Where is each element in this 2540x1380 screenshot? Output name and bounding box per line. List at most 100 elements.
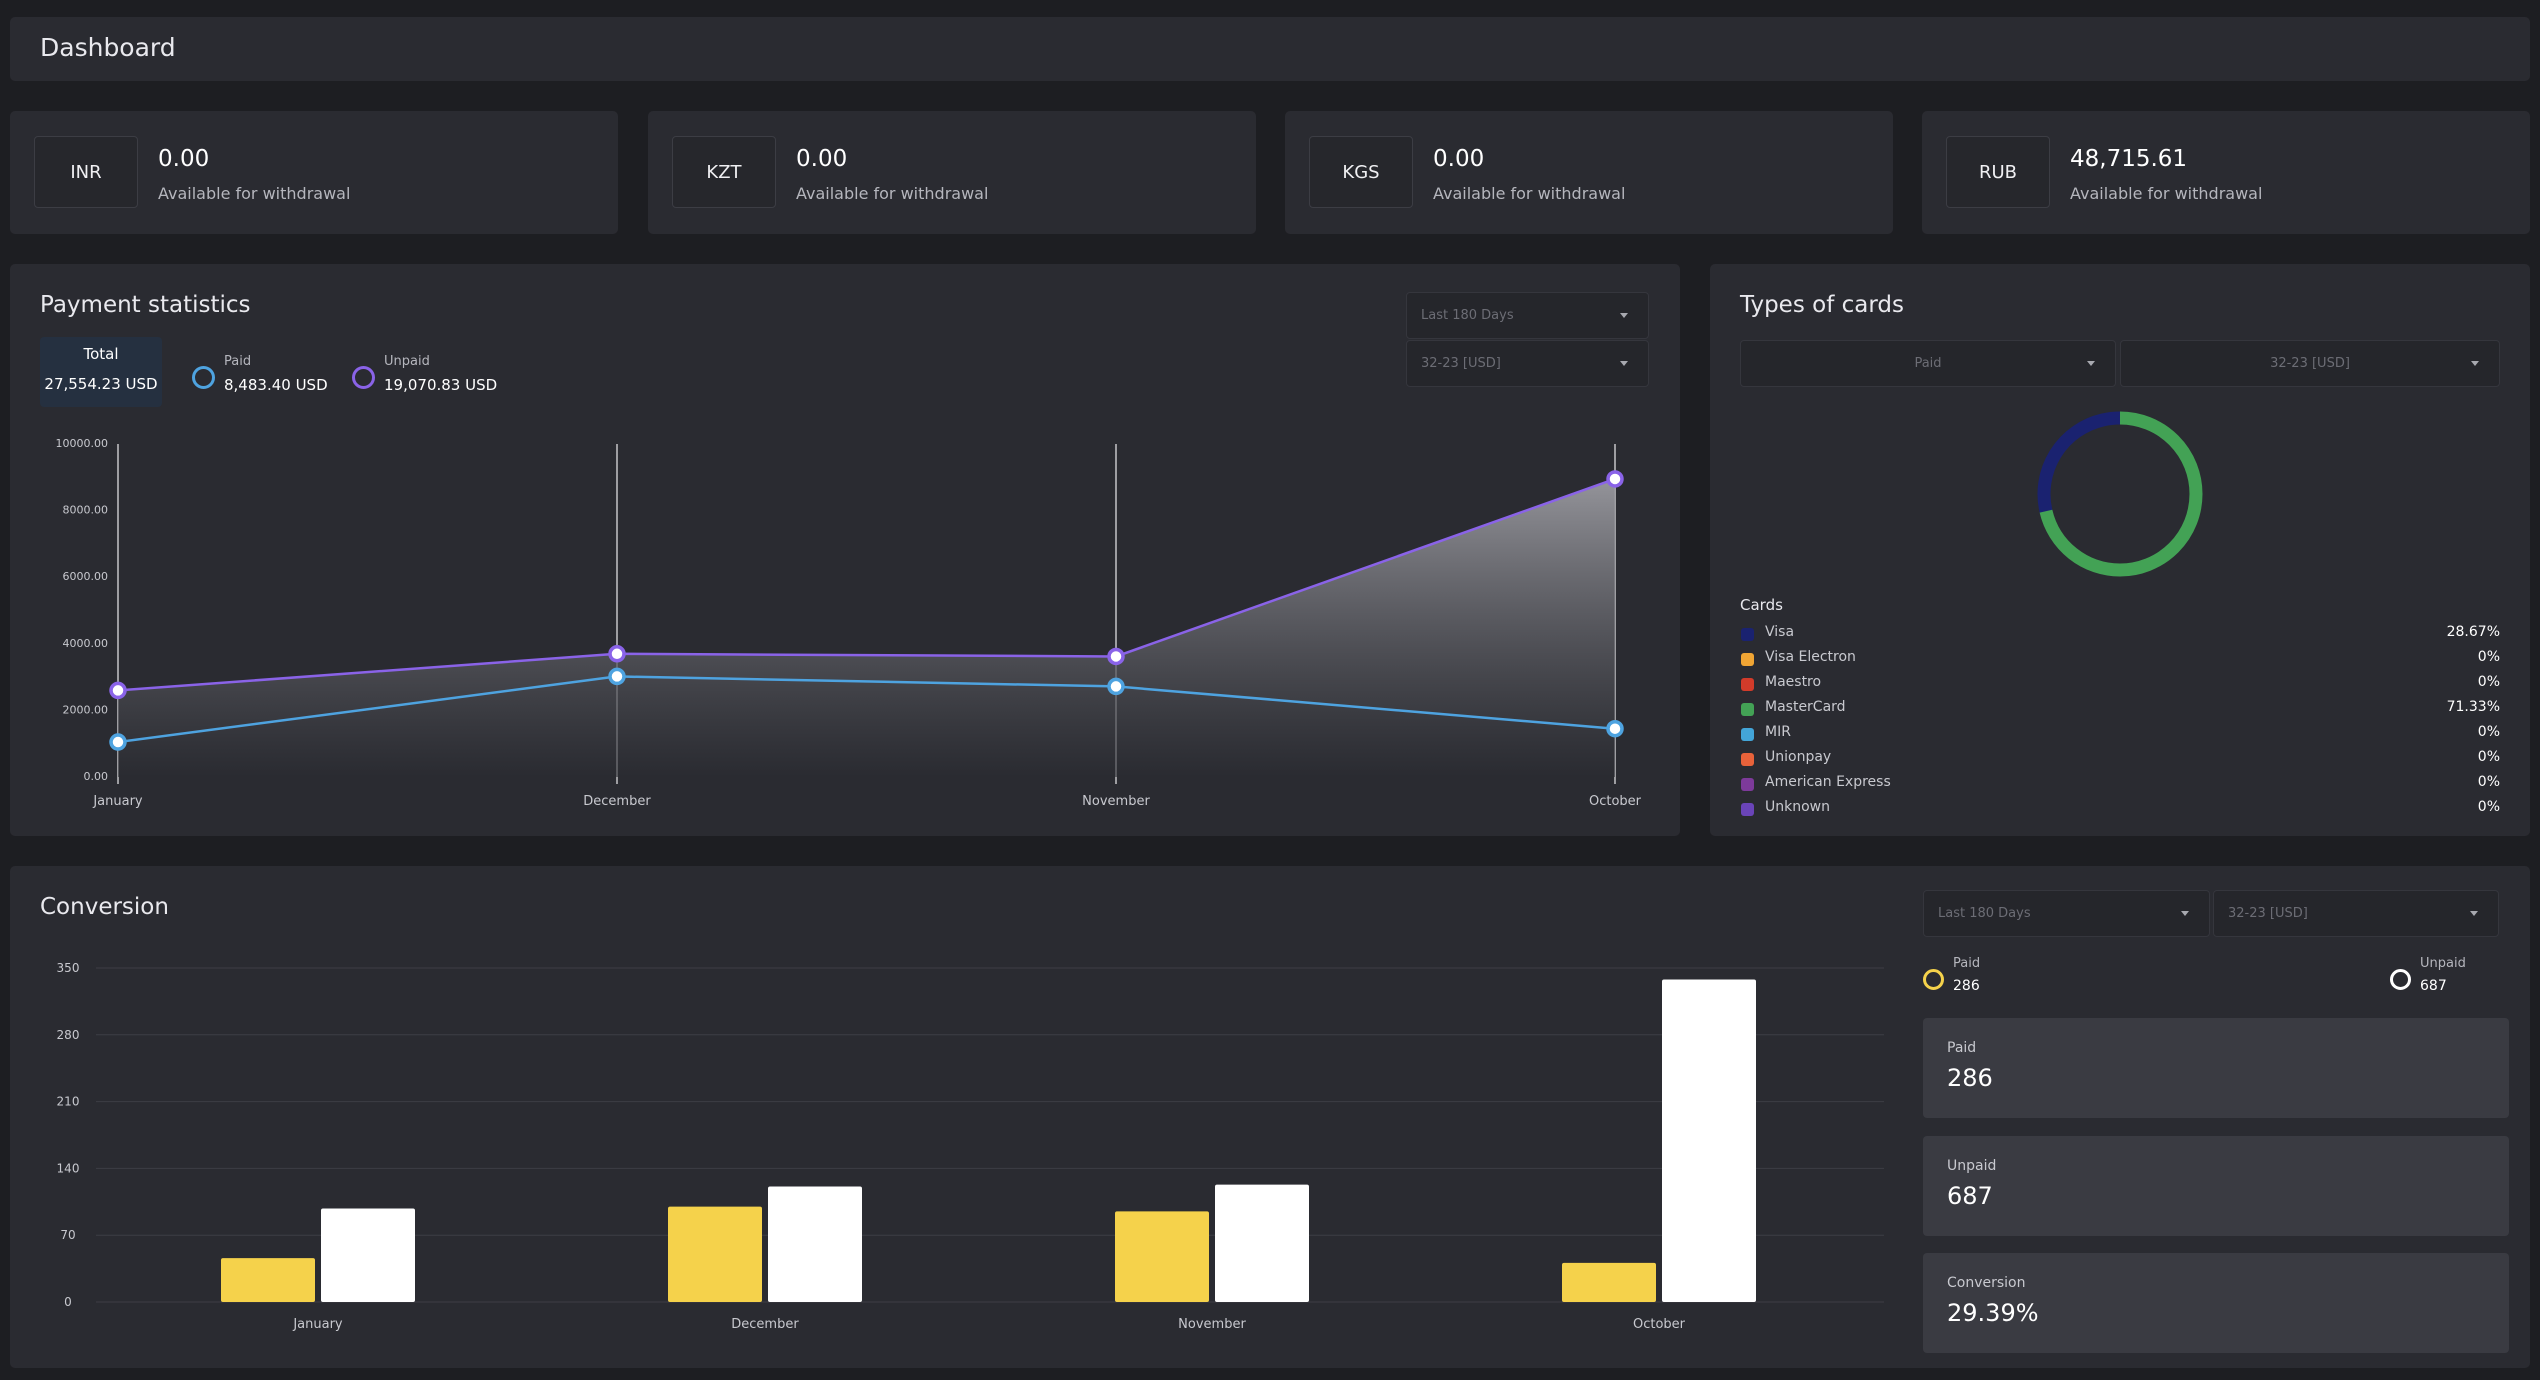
unpaid-data-point[interactable]	[608, 645, 626, 663]
stat-value: 687	[1947, 1182, 1993, 1210]
unpaid-area	[118, 478, 1615, 777]
legend-swatch	[1741, 803, 1754, 816]
legend-swatch	[1741, 678, 1754, 691]
y-tick-label: 280	[57, 1028, 80, 1042]
card-types-donut	[2035, 409, 2205, 579]
unpaid-data-point[interactable]	[1606, 470, 1624, 488]
list-item: MIR 0%	[1740, 721, 2500, 746]
paid-data-point[interactable]	[109, 733, 127, 751]
card-type-name: Maestro	[1765, 674, 1822, 690]
cards-list-label: Cards	[1740, 596, 1783, 614]
card-type-name: Unionpay	[1765, 749, 1832, 765]
unpaid-data-point[interactable]	[1107, 647, 1125, 666]
card-type-percent: 0%	[2477, 749, 2500, 765]
list-item: American Express 0%	[1740, 771, 2500, 796]
legend-swatch	[1741, 628, 1754, 641]
card-type-percent: 0%	[2477, 774, 2500, 790]
y-tick-label: 8000.00	[63, 504, 109, 517]
x-tick-label: October	[1589, 794, 1642, 809]
x-tick-label: December	[731, 1317, 799, 1332]
conversion-title: Conversion	[40, 894, 169, 920]
y-tick-label: 10000.00	[56, 437, 109, 450]
x-tick-label: December	[583, 794, 651, 809]
period-select-value: Last 180 Days	[1421, 308, 1514, 323]
unpaid-bar[interactable]	[768, 1186, 862, 1302]
x-tick-label: January	[292, 1317, 343, 1332]
page-title: Dashboard	[40, 33, 176, 62]
terminal-select[interactable]: 32-23 [USD]	[1406, 340, 1649, 387]
card-type-percent: 0%	[2477, 674, 2500, 690]
list-item: Unknown 0%	[1740, 796, 2500, 821]
y-tick-label: 4000.00	[63, 637, 109, 650]
legend-swatch	[1741, 703, 1754, 716]
paid-stat-box: Paid 286	[1923, 1018, 2509, 1118]
legend-paid-value: 286	[1953, 978, 1980, 994]
chevron-down-icon	[1620, 361, 1628, 366]
balance-label: Available for withdrawal	[796, 184, 989, 203]
total-label: Total	[83, 345, 119, 363]
list-item: Maestro 0%	[1740, 671, 2500, 696]
card-type-name: MIR	[1765, 724, 1791, 740]
x-tick-label: October	[1633, 1317, 1686, 1332]
page-header: Dashboard	[10, 17, 2530, 81]
unpaid-series-line	[117, 477, 1616, 692]
legend-swatch	[1741, 753, 1754, 766]
balance-label: Available for withdrawal	[158, 184, 351, 203]
paid-series-line	[117, 675, 1616, 744]
card-type-name: Visa	[1765, 624, 1795, 640]
donut-slice-mastercard[interactable]	[2037, 411, 2203, 577]
card-type-name: Visa Electron	[1765, 649, 1856, 665]
unpaid-bar[interactable]	[1662, 979, 1756, 1302]
paid-data-point[interactable]	[1606, 719, 1624, 738]
balance-amount: 0.00	[1433, 146, 1485, 172]
conversion-stat-box: Conversion 29.39%	[1923, 1253, 2509, 1353]
stat-label: Unpaid	[1947, 1158, 1997, 1174]
card-terminal-select[interactable]: 32-23 [USD]	[2120, 340, 2500, 387]
legend-unpaid-label: Unpaid	[2420, 956, 2466, 971]
unpaid-bar[interactable]	[1215, 1184, 1309, 1302]
legend-paid-label: Paid	[1953, 956, 1981, 971]
conversion-period-select[interactable]: Last 180 Days	[1923, 890, 2210, 937]
card-type-percent: 0%	[2477, 649, 2500, 665]
paid-data-point[interactable]	[608, 667, 626, 686]
balance-card-kgs: KGS 0.00 Available for withdrawal	[1285, 111, 1893, 234]
paid-bar[interactable]	[1562, 1262, 1656, 1302]
currency-code: KGS	[1309, 136, 1413, 208]
conversion-terminal-select[interactable]: 32-23 [USD]	[2213, 890, 2499, 937]
stat-value: 286	[1947, 1064, 1993, 1092]
unpaid-legend-icon	[352, 366, 375, 389]
balance-amount: 48,715.61	[2070, 146, 2188, 172]
conversion-bar-chart: 350 280 210 140 70 0 January December November O…	[57, 961, 1884, 1332]
donut-slice-visa[interactable]	[2035, 409, 2205, 579]
currency-code: INR	[34, 136, 138, 208]
status-select[interactable]: Paid	[1740, 340, 2116, 387]
balance-amount: 0.00	[158, 146, 210, 172]
paid-bar[interactable]	[221, 1258, 315, 1302]
card-type-name: MasterCard	[1765, 699, 1846, 715]
chevron-down-icon	[2181, 911, 2189, 916]
card-type-percent: 0%	[2477, 799, 2500, 815]
chevron-down-icon	[2470, 911, 2478, 916]
card-type-name: Unknown	[1765, 799, 1830, 815]
paid-bar[interactable]	[1115, 1211, 1209, 1302]
unpaid-data-point[interactable]	[109, 681, 127, 700]
card-type-name: American Express	[1765, 774, 1891, 790]
x-tick-label: November	[1082, 794, 1150, 809]
unpaid-bar[interactable]	[321, 1208, 415, 1302]
payment-area-chart: 10000.00 8000.00 6000.00 4000.00 2000.00 0.00…	[56, 437, 1642, 809]
y-tick-label: 0	[64, 1295, 72, 1309]
balance-amount: 0.00	[796, 146, 848, 172]
total-summary[interactable]: Total 27,554.23 USD	[40, 337, 162, 407]
card-type-percent: 71.33%	[2446, 699, 2500, 715]
paid-data-point[interactable]	[1107, 677, 1125, 696]
y-tick-label: 2000.00	[63, 703, 109, 716]
y-tick-label: 140	[57, 1161, 80, 1175]
y-tick-label: 210	[57, 1095, 80, 1109]
balance-card-inr: INR 0.00 Available for withdrawal	[10, 111, 618, 234]
legend-unpaid-value: 19,070.83 USD	[384, 376, 498, 394]
card-terminal-select-value: 32-23 [USD]	[2270, 356, 2350, 371]
conversion-period-value: Last 180 Days	[1938, 906, 2031, 921]
paid-bar[interactable]	[668, 1206, 762, 1302]
period-select[interactable]: Last 180 Days	[1406, 292, 1649, 339]
list-item: Unionpay 0%	[1740, 746, 2500, 771]
